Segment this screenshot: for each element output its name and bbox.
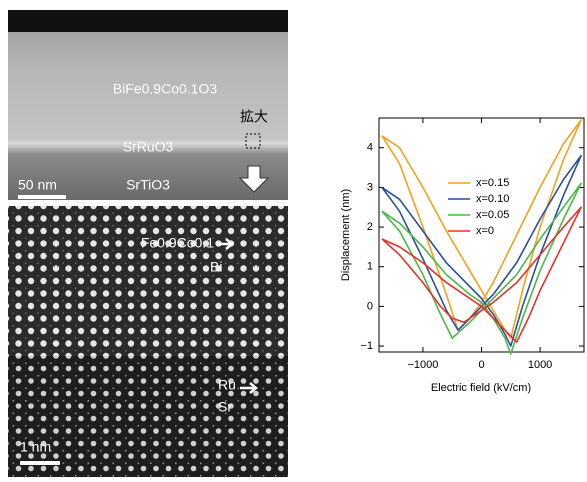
arrow (216, 238, 258, 394)
legend-label: x=0 (476, 225, 494, 237)
x-tick-label: 0 (478, 359, 484, 371)
electrode-label: SrRuO3 (123, 139, 174, 155)
zoom-box (245, 133, 261, 149)
y-tick-label: 3 (367, 181, 373, 193)
y-tick-label: 4 (367, 142, 373, 154)
scale-label: 50 nm (18, 177, 57, 193)
tem-bottom: Fe0.9Co0.1 Bi Ru Sr 1 nm (8, 206, 288, 477)
line-series (381, 206, 582, 343)
site-label: Bi (210, 259, 222, 275)
arrow (238, 165, 270, 193)
legend-label: x=0.10 (476, 193, 509, 205)
substrate-lattice (8, 356, 288, 477)
chart: Electric field (kV/cm) Displacement (nm)… (340, 117, 585, 394)
y-tick-label: 0 (367, 300, 373, 312)
site-label: Ru (218, 377, 236, 393)
y-tick-label: 1 (367, 261, 373, 273)
scale-bar (20, 461, 60, 465)
x-axis-label: Electric field (kV/cm) (431, 382, 531, 394)
line-series (381, 154, 582, 347)
x-tick-label: −1000 (407, 359, 438, 371)
site-label: Fe0.9Co0.1 (141, 235, 214, 251)
legend-label: x=0.15 (476, 177, 509, 189)
scale-bar (18, 195, 66, 199)
legend-label: x=0.05 (476, 209, 509, 221)
y-axis-label: Displacement (nm) (340, 189, 352, 281)
line-series (381, 182, 582, 355)
zoom-label: 拡大 (240, 109, 268, 125)
tem-top: BiFe0.9Co0.1O3 拡大 SrRuO3 SrTiO3 50 nm (8, 10, 288, 200)
substrate-label: SrTiO3 (126, 177, 170, 193)
site-label: Sr (218, 399, 232, 415)
y-tick-label: 2 (367, 221, 373, 233)
tem-image (8, 10, 288, 200)
film-lattice (8, 206, 288, 356)
scale-label: 1 nm (20, 439, 51, 455)
surface (8, 10, 288, 32)
line-series (381, 119, 582, 339)
film-label: BiFe0.9Co0.1O3 (113, 81, 217, 97)
x-tick-label: 1000 (528, 359, 552, 371)
y-tick-label: −1 (360, 340, 373, 352)
